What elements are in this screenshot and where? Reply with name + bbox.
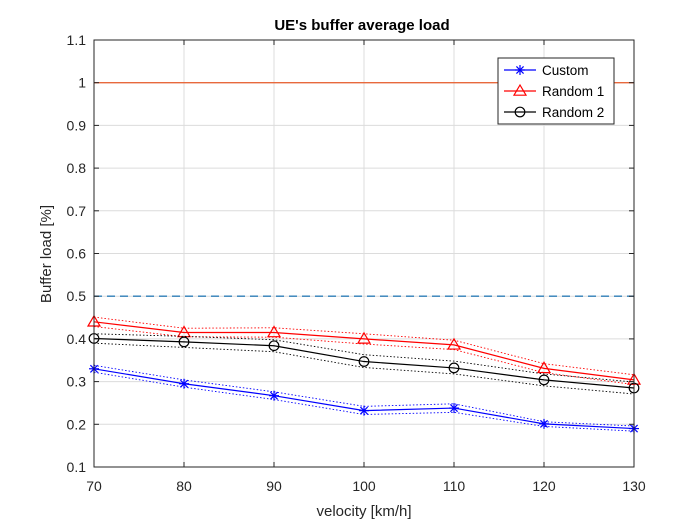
x-axis-label: velocity [km/h]: [316, 503, 411, 520]
legend-label: Custom: [542, 63, 589, 78]
asterisk-stroke: [449, 404, 459, 413]
circle-marker: [538, 374, 550, 386]
legend-item: Random 2: [504, 105, 604, 120]
asterisk-marker: [269, 390, 279, 401]
asterisk-marker: [449, 403, 459, 414]
legend-item: Random 1: [504, 83, 604, 99]
series-line: [93, 337, 635, 389]
y-tick-label: 0.6: [67, 246, 87, 262]
y-tick-label: 1: [78, 75, 86, 91]
confidence-band-upper: [93, 333, 635, 383]
triangle-marker: [536, 361, 552, 374]
legend-item: Custom: [504, 63, 589, 78]
y-tick-label: 1.1: [67, 32, 87, 48]
circle-marker: [448, 362, 460, 374]
confidence-band-lower: [93, 326, 635, 386]
legend-label: Random 2: [542, 105, 604, 120]
y-tick-label: 0.7: [67, 203, 87, 219]
x-tick-label: 80: [176, 478, 192, 494]
legend-box: [497, 57, 615, 125]
asterisk-stroke: [359, 406, 369, 415]
y-tick-label: 0.1: [67, 459, 87, 475]
chart-title: UE's buffer average load: [274, 17, 449, 34]
series-custom: [89, 363, 639, 434]
y-tick-label: 0.8: [67, 160, 87, 176]
x-tick-label: 120: [532, 478, 556, 494]
triangle-marker: [446, 337, 462, 350]
triangle-marker: [356, 331, 372, 344]
asterisk-stroke: [539, 419, 549, 428]
circle-marker: [178, 336, 190, 348]
x-tick-label: 110: [443, 478, 466, 494]
y-tick-label: 0.5: [67, 288, 87, 304]
series-layer: [86, 314, 642, 434]
asterisk-stroke: [515, 65, 525, 75]
series-line: [93, 321, 635, 381]
confidence-band-lower: [93, 342, 635, 395]
legend: Custom Random 1 Random 2: [497, 57, 615, 125]
y-tick-label: 0.3: [67, 374, 87, 390]
circle-marker: [358, 356, 370, 367]
asterisk-stroke: [269, 391, 279, 400]
triangle-marker: [512, 83, 528, 96]
legend-label: Random 1: [542, 84, 604, 99]
tick-layer: 70 80 90 100 110 120 130 0.1 0.2 0.3 0.4 0.5 0.6 0.7 0…: [67, 32, 646, 494]
circle-marker: [268, 340, 280, 352]
asterisk-marker: [179, 378, 189, 389]
x-tick-label: 70: [86, 478, 102, 494]
series-random-1: [86, 314, 642, 386]
y-tick-label: 0.4: [67, 331, 87, 347]
triangle-marker: [266, 325, 282, 338]
circle-marker: [514, 106, 526, 118]
x-tick-label: 130: [622, 478, 646, 494]
y-tick-label: 0.2: [67, 416, 87, 432]
x-tick-label: 100: [352, 478, 376, 494]
asterisk-marker: [359, 405, 369, 416]
asterisk-marker: [515, 65, 525, 75]
y-tick-label: 0.9: [67, 117, 87, 133]
asterisk-stroke: [179, 379, 189, 388]
x-tick-label: 90: [266, 478, 282, 494]
asterisk-marker: [539, 418, 549, 429]
y-axis-label: Buffer load [%]: [38, 205, 55, 303]
